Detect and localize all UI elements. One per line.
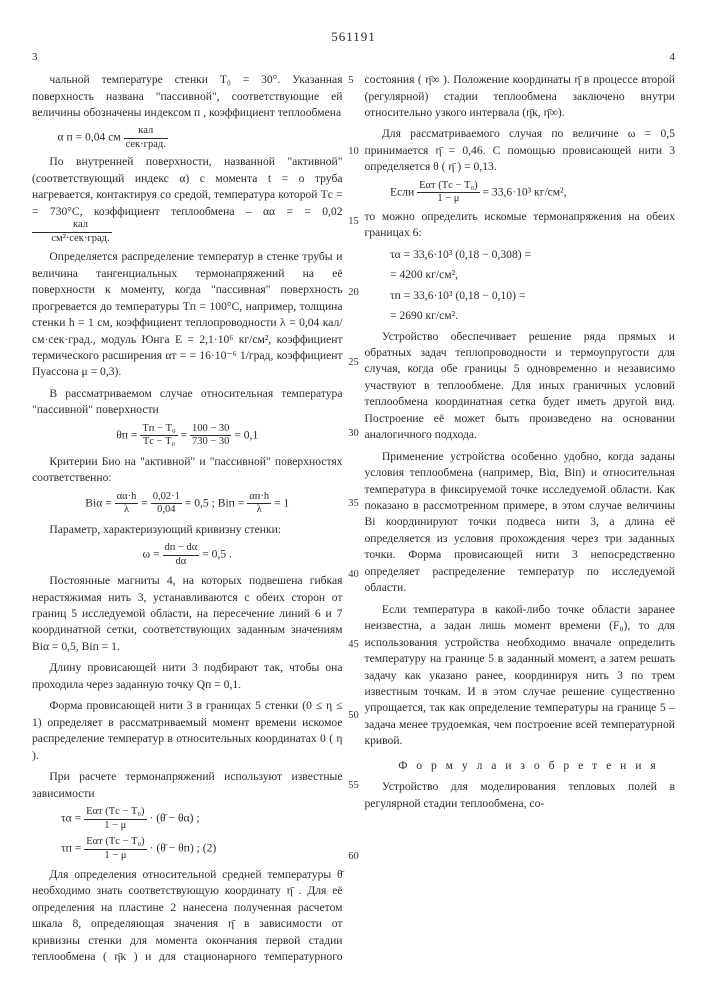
line-number-gutter: 510 1520 2530 3540 4550 5560 xyxy=(348,74,359,920)
page-numbers: 3 4 xyxy=(32,50,675,66)
body-text: Устройство обеспечивает решение ряда пря… xyxy=(365,329,676,444)
body-text: Определяется распределение температур в … xyxy=(32,249,343,381)
body-text: При расчете термонапряжений используют и… xyxy=(32,769,343,802)
body-text: Если температура в какой-либо точке обла… xyxy=(365,602,676,750)
formula-tau-p: τп = Eαт (Tс − T₀)1 − μ · (θ̄ − θп) ; (2… xyxy=(61,837,343,861)
body-text: то можно определить искомые термонапряже… xyxy=(365,209,676,242)
body-text: чальной температуре стенки T₀ = 30°. Ука… xyxy=(32,72,343,121)
body-text: Критерии Био на "активной" и "пассивной"… xyxy=(32,454,343,487)
formula-result-b2: = 2690 кг/см². xyxy=(390,308,675,324)
formula-theta-p: θп = Tп − T₀Tс − T₀ = 100 − 30730 − 30 =… xyxy=(32,424,343,448)
formula-alpha-p: α п = 0,04 см калсек·град. xyxy=(58,126,343,150)
body-text: Параметр, характеризующий кривизну стенк… xyxy=(32,522,343,538)
page-left: 3 xyxy=(32,50,38,66)
formula-if: Если Eαт (Tс − T₀)1 − μ = 33,6·10³ кг/см… xyxy=(390,181,675,205)
body-text: Для рассматриваемого случая по величине … xyxy=(365,126,676,175)
patent-number: 561191 xyxy=(32,28,675,46)
body-text: Постоянные магниты 4, на которых подвеше… xyxy=(32,573,343,655)
body-text: По внутренней поверхности, названной "ак… xyxy=(32,154,343,244)
formula-result-a1: τα = 33,6·10³ (0,18 − 0,308) = xyxy=(390,247,675,263)
formula-result-b1: τп = 33,6·10³ (0,18 − 0,10) = xyxy=(390,288,675,304)
body-text: Устройство для моделирования тепловых по… xyxy=(365,779,676,812)
body-text: Длину провисающей нити 3 подбирают так, … xyxy=(32,660,343,693)
formula-tau-alpha: τα = Eαт (Tс − T₀)1 − μ · (θ̄ − θα) ; xyxy=(61,807,343,831)
formula-omega: ω = dп − dαdα = 0,5 . xyxy=(32,543,343,567)
claims-heading: Ф о р м у л а и з о б р е т е н и я xyxy=(365,758,676,774)
body-text: Применение устройства особенно удобно, к… xyxy=(365,449,676,597)
formula-biot: Biα = αα·hλ = 0,02·10,04 = 0,5 ; Biп = α… xyxy=(32,492,343,516)
body-text: В рассматриваемом случае относительная т… xyxy=(32,386,343,419)
formula-result-a2: = 4200 кг/см², xyxy=(390,267,675,283)
page-right: 4 xyxy=(670,50,676,66)
body-text: Форма провисающей нити 3 в границах 5 ст… xyxy=(32,698,343,764)
